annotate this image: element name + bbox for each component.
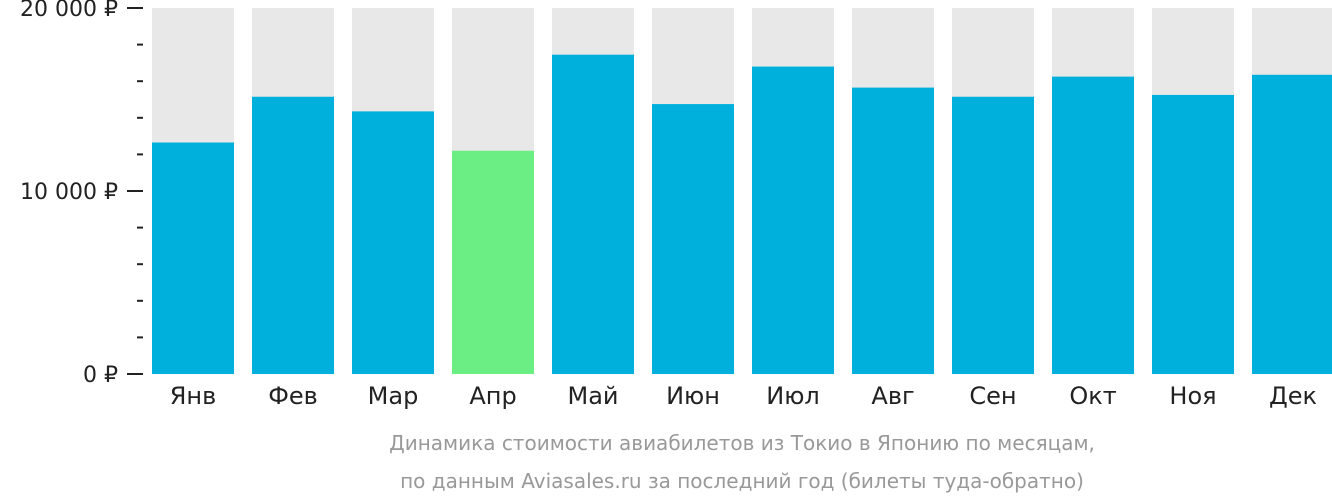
bars-group	[152, 8, 1332, 375]
x-tick-label-4: Май	[567, 382, 618, 410]
chart-caption: Динамика стоимости авиабилетов из Токио …	[389, 431, 1095, 493]
y-axis: 20 000 ₽ 10 000 ₽ 0 ₽	[20, 0, 143, 388]
bar-6	[752, 66, 834, 374]
bar-3	[452, 150, 534, 374]
bar-1	[252, 96, 334, 374]
bar-2	[352, 111, 434, 375]
x-tick-label-1: Фев	[268, 382, 318, 410]
y-tick-label-0: 20 000 ₽	[20, 0, 118, 22]
bar-10	[1152, 94, 1234, 375]
x-tick-label-0: Янв	[170, 382, 217, 410]
bar-11	[1252, 74, 1332, 375]
y-tick-label-2: 0 ₽	[83, 363, 118, 388]
bar-7	[852, 87, 934, 374]
x-tick-label-3: Апр	[469, 382, 516, 410]
caption-line-1: Динамика стоимости авиабилетов из Токио …	[389, 431, 1095, 455]
x-tick-label-5: Июн	[666, 382, 720, 410]
x-tick-label-8: Сен	[969, 382, 1016, 410]
x-tick-label-11: Дек	[1269, 382, 1317, 410]
bar-4	[552, 54, 634, 374]
x-tick-label-7: Авг	[871, 382, 914, 410]
x-axis-labels: Янв Фев Мар Апр Май Июн Июл Авг Сен Окт Ноя Дек	[170, 382, 1317, 410]
x-tick-label-6: Июл	[766, 382, 820, 410]
x-tick-label-2: Мар	[368, 382, 419, 410]
y-tick-label-1: 10 000 ₽	[20, 180, 118, 205]
bar-5	[652, 104, 734, 374]
bar-0	[152, 142, 234, 374]
caption-line-2: по данным Aviasales.ru за последний год …	[400, 469, 1084, 493]
x-tick-label-9: Окт	[1069, 382, 1116, 410]
x-tick-label-10: Ноя	[1169, 382, 1216, 410]
bar-9	[1052, 76, 1134, 374]
bar-8	[952, 96, 1034, 374]
